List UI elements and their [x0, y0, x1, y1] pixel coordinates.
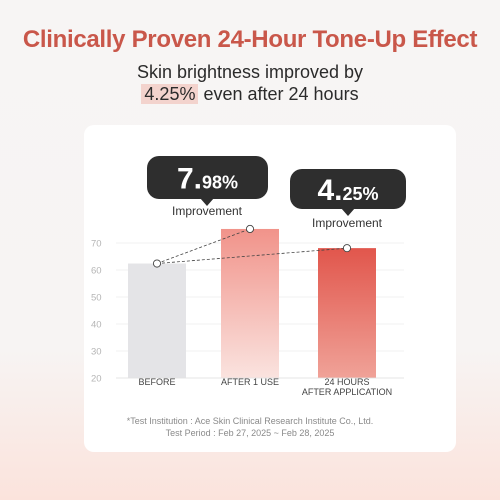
footnote-period: Test Period : Feb 27, 2025 ~ Feb 28, 202…	[165, 428, 335, 438]
callout-tail	[341, 208, 355, 216]
subheadline-line1: Skin brightness improved by	[136, 62, 364, 82]
callout-value: 4.25%	[317, 174, 378, 207]
callout-label: Improvement	[172, 204, 243, 218]
trend-line	[156, 247, 348, 264]
y-tick-label: 40	[91, 320, 102, 331]
callout-value: 7.98%	[177, 163, 238, 196]
callout-tail	[200, 198, 214, 206]
trend-line	[156, 228, 251, 264]
x-tick-label: BEFORE	[138, 377, 175, 387]
subheadline-rest: even after 24 hours	[198, 84, 359, 104]
y-tick-label: 70	[91, 239, 102, 250]
bar	[318, 248, 376, 378]
x-tick-label: 24 HOURS	[324, 377, 369, 387]
data-point-marker	[152, 259, 162, 268]
subheadline-line2: 4.25% even after 24 hours	[0, 84, 500, 105]
y-tick-label: 60	[91, 266, 102, 277]
x-tick-label: AFTER APPLICATION	[302, 387, 392, 397]
data-point-marker	[342, 244, 352, 253]
callout-label: Improvement	[312, 216, 383, 230]
bar	[128, 263, 186, 378]
data-point-marker	[245, 224, 255, 234]
y-tick-label: 30	[91, 347, 102, 358]
y-tick-label: 50	[91, 293, 102, 304]
highlight-value: 4.25%	[141, 84, 199, 104]
callout-bubble	[147, 156, 268, 199]
callout-bubble	[290, 169, 406, 209]
footnote-institution: *Test Institution : Ace Skin Clinical Re…	[126, 416, 374, 426]
x-tick-label: AFTER 1 USE	[221, 377, 279, 387]
bar	[221, 228, 279, 378]
y-tick-label: 20	[91, 374, 102, 385]
headline: Clinically Proven 24-Hour Tone-Up Effect	[22, 26, 478, 53]
